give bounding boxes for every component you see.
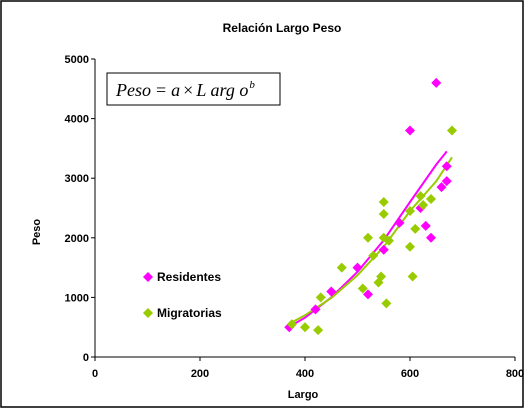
legend-label-migratorias: Migratorias [157, 306, 222, 320]
legend-item-residentes: Residentes [143, 270, 221, 284]
series-layer [284, 77, 457, 336]
y-tick-label: 2000 [65, 233, 89, 245]
formula-times: × [183, 80, 193, 100]
data-point-residentes [326, 286, 337, 297]
data-point-residentes [431, 77, 442, 88]
data-point-residentes [436, 182, 447, 193]
formula-text: Peso = a × L arg ob [115, 79, 255, 100]
y-tick-label: 1000 [65, 292, 89, 304]
data-point-residentes [394, 217, 405, 228]
data-point-migratorias [418, 200, 429, 211]
data-point-residentes [310, 304, 321, 315]
data-point-migratorias [286, 319, 297, 330]
data-point-migratorias [378, 197, 389, 208]
data-point-migratorias [381, 298, 392, 309]
data-point-migratorias [336, 262, 347, 273]
x-tick-label: 600 [401, 368, 419, 380]
data-point-migratorias [378, 208, 389, 219]
trendline-migratorias [288, 156, 453, 325]
x-tick-label: 200 [191, 368, 209, 380]
formula-equals: = [156, 80, 166, 100]
data-point-migratorias [405, 205, 415, 216]
data-point-migratorias [300, 322, 310, 333]
data-point-migratorias [313, 325, 324, 336]
formula-var: L arg o [195, 80, 248, 100]
x-axis-label: Largo [288, 389, 319, 401]
x-tick-label: 800 [506, 368, 524, 380]
data-point-migratorias [376, 271, 387, 282]
data-point-migratorias [368, 250, 379, 261]
data-point-residentes [352, 262, 363, 273]
data-point-migratorias [405, 241, 415, 252]
data-point-migratorias [447, 125, 457, 136]
data-point-residentes [378, 244, 389, 255]
chart-title: Relación Largo Peso [223, 21, 342, 35]
y-tick-label: 0 [83, 352, 89, 364]
formula-box: Peso = a × L arg ob [106, 72, 281, 106]
data-point-residentes [426, 232, 436, 243]
legend-marker-migratorias [143, 308, 153, 318]
data-point-residentes [363, 289, 373, 300]
x-ticks: 0 200 400 600 800 [92, 357, 524, 380]
data-point-migratorias [363, 232, 373, 243]
x-tick-label: 0 [92, 368, 98, 380]
data-point-migratorias [357, 283, 368, 294]
y-axis-label: Peso [31, 219, 43, 246]
formula-frame [106, 72, 281, 106]
x-tick-label: 400 [296, 368, 314, 380]
legend-label-residentes: Residentes [157, 270, 221, 284]
y-tick-label: 3000 [65, 173, 89, 185]
legend: Residentes Migratorias [143, 270, 222, 320]
legend-item-migratorias: Migratorias [143, 306, 222, 320]
y-tick-label: 4000 [65, 114, 89, 126]
data-point-residentes [405, 125, 415, 136]
y-ticks: 0 1000 2000 3000 4000 5000 [65, 54, 95, 364]
data-point-migratorias [315, 292, 326, 303]
y-tick-label: 5000 [65, 54, 89, 66]
formula-lhs: Peso [115, 80, 151, 100]
data-point-residentes [441, 161, 452, 172]
data-point-migratorias [410, 223, 421, 234]
formula-exponent: b [249, 79, 255, 91]
data-point-migratorias [415, 191, 426, 202]
data-point-migratorias [426, 194, 436, 205]
legend-marker-residentes [143, 272, 153, 282]
data-point-migratorias [384, 235, 394, 246]
data-point-residentes [420, 220, 431, 231]
formula-a: a [171, 80, 180, 100]
data-point-migratorias [407, 271, 418, 282]
data-point-residentes [441, 176, 452, 187]
